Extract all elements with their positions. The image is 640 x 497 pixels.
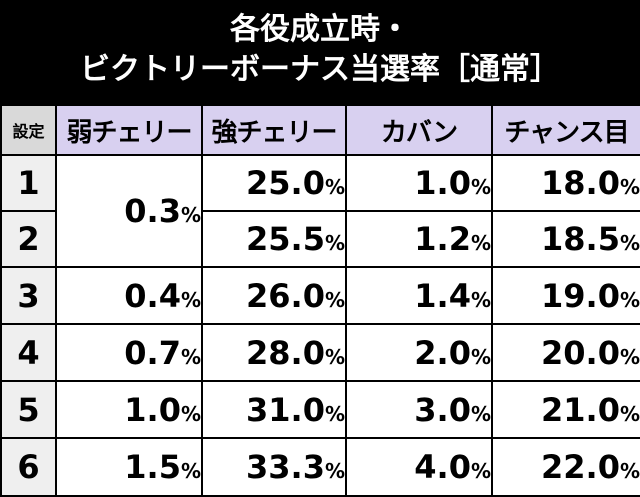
weak-cherry-cell: 0.3%	[55, 154, 203, 268]
bag-cell: 1.2%	[345, 210, 493, 268]
chance-cell: 19.0%	[491, 266, 640, 325]
chance-header: チャンス目	[491, 104, 640, 156]
bag-cell: 1.4%	[345, 266, 493, 325]
strong-cherry-cell: 25.0%	[201, 154, 347, 212]
strong-cherry-header: 強チェリー	[201, 104, 347, 156]
setting-cell: 1	[0, 154, 57, 212]
chance-cell: 21.0%	[491, 380, 640, 439]
bag-header: カバン	[345, 104, 493, 156]
setting-cell: 5	[0, 380, 57, 439]
setting-cell: 3	[0, 266, 57, 325]
bag-cell: 2.0%	[345, 323, 493, 382]
strong-cherry-cell: 31.0%	[201, 380, 347, 439]
table-row: 6 1.5% 33.3% 4.0% 22.0%	[0, 437, 640, 497]
table-row: 3 0.4% 26.0% 1.4% 19.0%	[0, 266, 640, 325]
table-row: 4 0.7% 28.0% 2.0% 20.0%	[0, 323, 640, 382]
table-row: 2 25.5% 1.2% 18.5%	[0, 210, 640, 268]
title-line-2: ビクトリーボーナス当選率［通常］	[80, 52, 560, 87]
setting-cell: 6	[0, 437, 57, 497]
setting-cell: 2	[0, 210, 57, 268]
chance-cell: 18.0%	[491, 154, 640, 212]
strong-cherry-cell: 26.0%	[201, 266, 347, 325]
setting-cell: 4	[0, 323, 57, 382]
strong-cherry-cell: 28.0%	[201, 323, 347, 382]
chance-cell: 18.5%	[491, 210, 640, 268]
weak-cherry-cell: 1.5%	[55, 437, 203, 497]
odds-table: 設定 弱チェリー 強チェリー カバン チャンス目 1 0.3% 25.0% 1.…	[0, 104, 640, 497]
chance-cell: 20.0%	[491, 323, 640, 382]
chance-cell: 22.0%	[491, 437, 640, 497]
weak-cherry-cell: 0.7%	[55, 323, 203, 382]
setting-header: 設定	[0, 104, 57, 156]
header-row: 設定 弱チェリー 強チェリー カバン チャンス目	[0, 104, 640, 156]
weak-cherry-cell: 1.0%	[55, 380, 203, 439]
weak-cherry-cell: 0.4%	[55, 266, 203, 325]
weak-cherry-header: 弱チェリー	[55, 104, 203, 156]
bag-cell: 3.0%	[345, 380, 493, 439]
table-row: 1 0.3% 25.0% 1.0% 18.0%	[0, 154, 640, 268]
table-row: 5 1.0% 31.0% 3.0% 21.0%	[0, 380, 640, 439]
bag-cell: 4.0%	[345, 437, 493, 497]
strong-cherry-cell: 33.3%	[201, 437, 347, 497]
bag-cell: 1.0%	[345, 154, 493, 212]
strong-cherry-cell: 25.5%	[201, 210, 347, 268]
page-title: 各役成立時・ ビクトリーボーナス当選率［通常］	[0, 0, 640, 104]
title-line-1: 各役成立時・	[230, 12, 410, 47]
